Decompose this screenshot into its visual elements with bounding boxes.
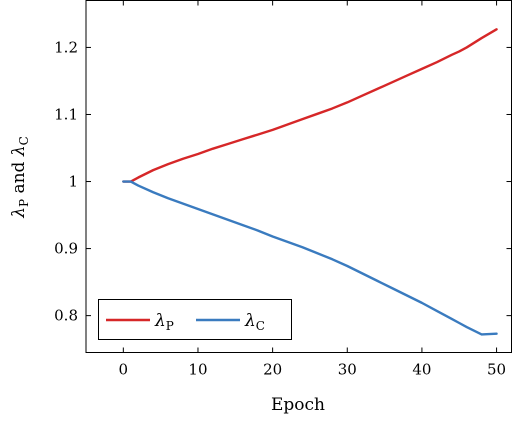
y-axis-label-lambda-p: λ — [9, 207, 29, 219]
x-axis-ticks: 0 10 20 30 40 50 — [119, 0, 506, 379]
x-axis-label: Epoch — [271, 395, 325, 415]
x-tick-label: 20 — [263, 361, 282, 379]
x-tick-label: 40 — [412, 361, 431, 379]
x-tick-label: 50 — [487, 361, 506, 379]
x-tick-label: 0 — [119, 361, 129, 379]
y-axis-label: λP and λC — [9, 136, 31, 219]
svg-text:λP and λC: λP and λC — [9, 136, 31, 219]
plot-frame — [85, 0, 512, 353]
series-line-lambda-p — [122, 28, 498, 183]
y-tick-label: 0.9 — [54, 240, 78, 258]
legend: λP λC — [98, 299, 292, 340]
y-tick-label: 1.1 — [54, 105, 78, 123]
y-axis-ticks: 0.8 0.9 1 1.1 1.2 — [54, 38, 512, 325]
legend-label-lambda-p: λP — [154, 311, 174, 333]
series-layer — [122, 28, 498, 336]
y-tick-label: 1 — [68, 173, 78, 191]
series-line-lambda-c — [122, 180, 498, 336]
y-tick-label: 0.8 — [54, 307, 78, 325]
y-axis-label-lambda-c: λ — [9, 145, 29, 157]
legend-label-lambda-c: λC — [244, 311, 265, 333]
y-tick-label: 1.2 — [54, 38, 78, 56]
x-tick-label: 30 — [338, 361, 357, 379]
x-tick-label: 10 — [188, 361, 207, 379]
